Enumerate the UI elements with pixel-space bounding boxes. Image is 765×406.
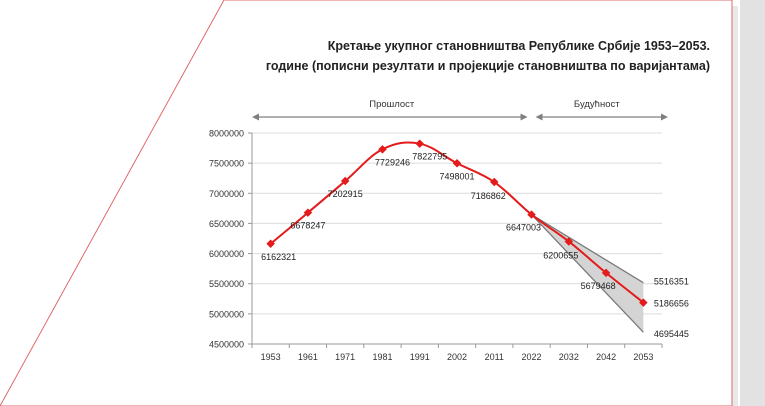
x-tick-label: 2053 <box>633 352 653 362</box>
data-label: 5679468 <box>581 281 616 291</box>
data-label: 7498001 <box>439 171 474 181</box>
data-label: 7186862 <box>471 191 506 201</box>
data-point-marker <box>415 139 424 148</box>
period-arrows: Прошлост Будућност <box>252 99 668 121</box>
x-tick-label: 2042 <box>596 352 616 362</box>
x-axis: 1953 1961 1971 1981 1991 2002 2011 2022 2032 2042… <box>251 343 663 362</box>
x-tick-label: 2011 <box>485 352 504 362</box>
data-label: 6647003 <box>506 223 541 233</box>
data-label: 6678247 <box>290 221 325 231</box>
past-arrow <box>252 113 528 121</box>
variant-band <box>531 214 644 333</box>
data-point-marker <box>639 298 648 307</box>
y-tick-label: 7500000 <box>209 159 244 169</box>
y-tick-label: 7000000 <box>209 189 244 199</box>
x-tick-label: 1953 <box>261 352 281 362</box>
x-tick-label: 1971 <box>335 352 355 362</box>
data-point-marker <box>378 145 387 154</box>
period-future-label: Будућност <box>574 99 620 110</box>
x-tick-label: 2022 <box>522 352 542 362</box>
x-tick-label: 1981 <box>372 352 392 362</box>
future-arrow <box>535 113 668 121</box>
high-variant-line <box>531 214 644 284</box>
high-variant-label: 5516351 <box>654 277 689 287</box>
x-tick-label: 1961 <box>298 352 318 362</box>
data-label: 7822795 <box>412 152 447 162</box>
data-label: 5186656 <box>654 299 689 309</box>
period-past-label: Прошлост <box>369 99 415 110</box>
data-point-marker <box>452 159 462 168</box>
y-tick-label: 4500000 <box>209 340 244 350</box>
x-tick-label: 2002 <box>447 352 467 362</box>
x-tick-label: 2032 <box>559 352 579 362</box>
chart-title-line-1: Кретање укупног становништва Републике С… <box>327 39 710 53</box>
y-tick-label: 6000000 <box>209 249 244 259</box>
chart-title-line-2: године (пописни резултати и пројекције с… <box>265 59 710 73</box>
low-variant-line <box>531 214 644 333</box>
y-tick-label: 8000000 <box>209 129 244 139</box>
arrow-head-right <box>520 113 528 121</box>
y-tick-label: 6500000 <box>209 219 244 229</box>
chart-title: Кретање укупног становништва Републике С… <box>240 36 710 76</box>
data-point-marker <box>303 208 313 217</box>
data-label: 7202915 <box>328 189 363 199</box>
y-tick-label: 5500000 <box>209 279 244 289</box>
data-label: 6162321 <box>261 252 296 262</box>
data-label: 7729246 <box>375 157 410 167</box>
y-tick-label: 5000000 <box>209 309 244 319</box>
data-point-marker <box>490 177 499 187</box>
data-label: 6200655 <box>543 250 578 260</box>
x-tick-label: 1991 <box>410 352 430 362</box>
data-point-marker <box>266 239 275 249</box>
data-point-marker <box>601 268 611 278</box>
y-axis: 8000000 7500000 7000000 6500000 6000000 55000… <box>209 129 253 350</box>
arrow-head-right <box>661 113 668 121</box>
arrow-head-left <box>535 113 543 121</box>
low-variant-label: 4695445 <box>654 329 689 339</box>
data-point-marker <box>340 176 350 186</box>
arrow-head-left <box>252 113 259 121</box>
